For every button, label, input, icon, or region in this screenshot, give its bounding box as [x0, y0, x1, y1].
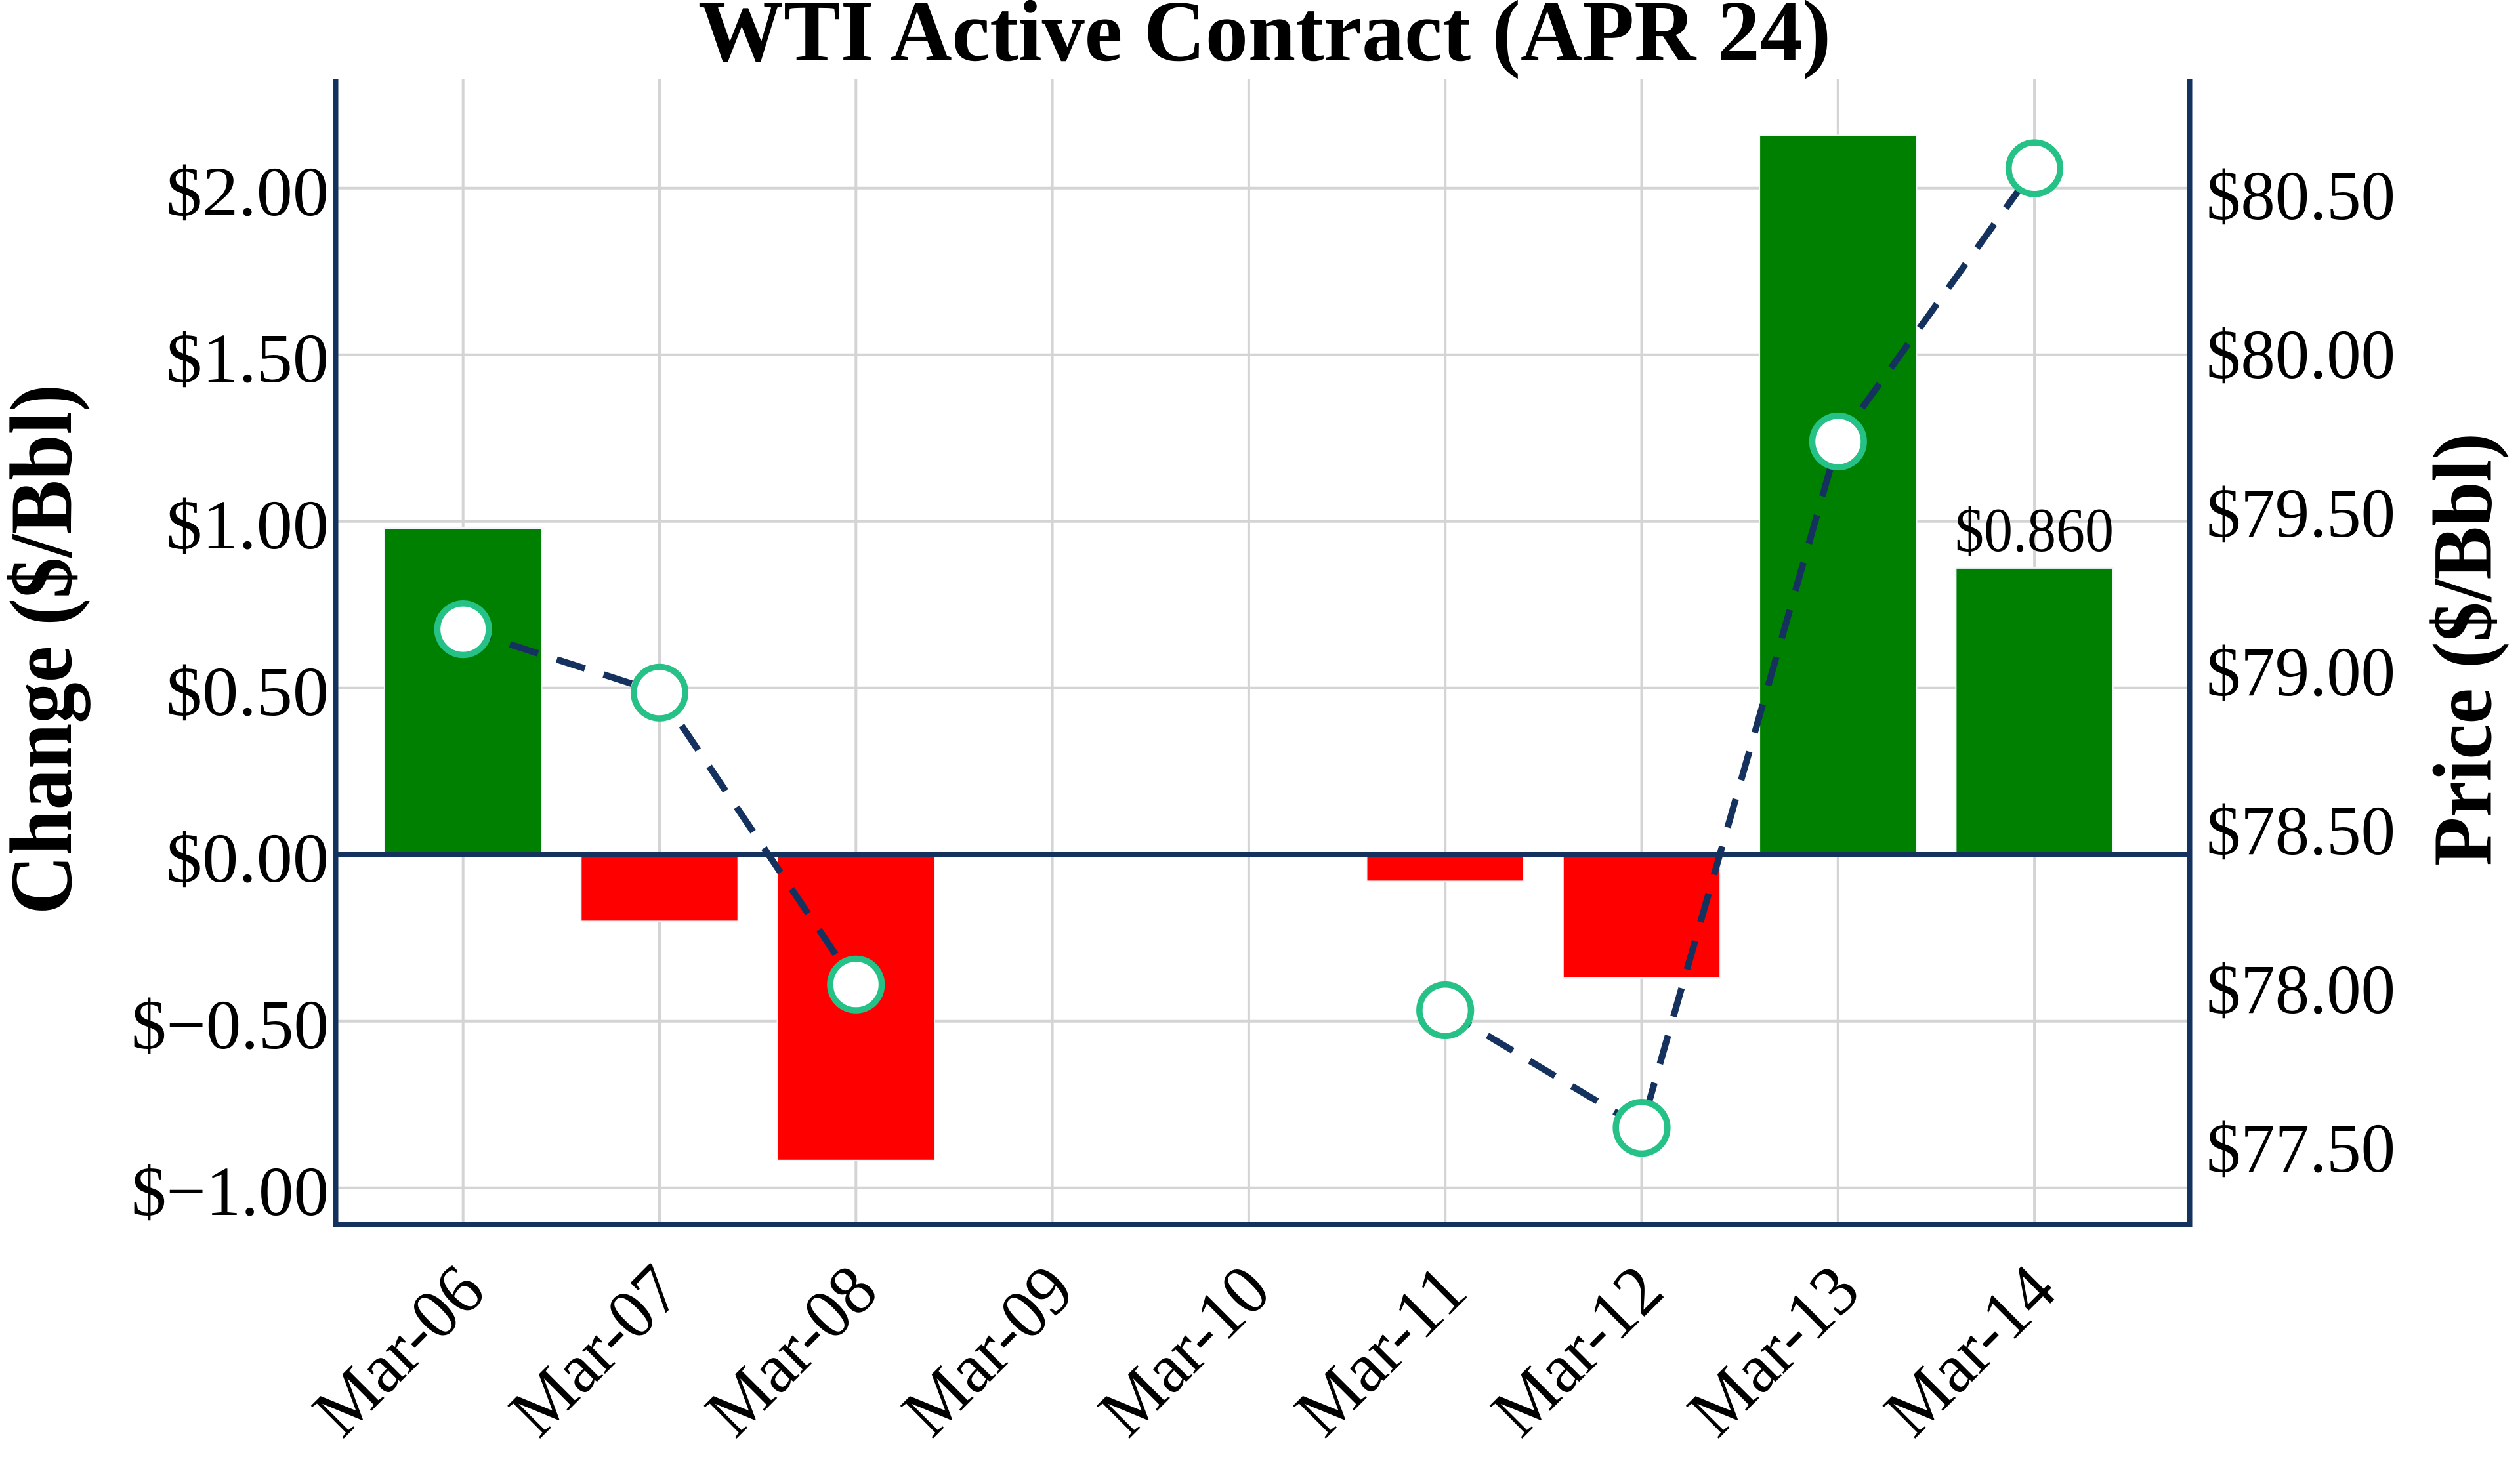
svg-text:$78.50: $78.50: [2206, 792, 2395, 870]
svg-text:$0.860: $0.860: [1955, 495, 2114, 565]
svg-text:Price ($/Bbl): Price ($/Bbl): [2416, 433, 2510, 866]
svg-text:$79.50: $79.50: [2206, 475, 2395, 552]
svg-text:$0.50: $0.50: [166, 653, 329, 731]
svg-text:$78.00: $78.00: [2206, 951, 2395, 1029]
svg-text:$2.00: $2.00: [166, 154, 329, 231]
svg-text:$1.00: $1.00: [166, 487, 329, 564]
svg-text:WTI Active Contract (APR 24): WTI Active Contract (APR 24): [698, 0, 1831, 79]
svg-text:$0.00: $0.00: [166, 820, 329, 897]
svg-text:$77.50: $77.50: [2206, 1110, 2395, 1187]
svg-text:$80.50: $80.50: [2206, 157, 2395, 235]
svg-text:$1.50: $1.50: [166, 320, 329, 398]
svg-text:$80.00: $80.00: [2206, 316, 2395, 394]
svg-text:$−0.50: $−0.50: [131, 987, 329, 1064]
svg-text:Change ($/Bbl): Change ($/Bbl): [0, 384, 91, 915]
svg-text:$79.00: $79.00: [2206, 634, 2395, 711]
svg-text:$−1.00: $−1.00: [131, 1153, 329, 1231]
